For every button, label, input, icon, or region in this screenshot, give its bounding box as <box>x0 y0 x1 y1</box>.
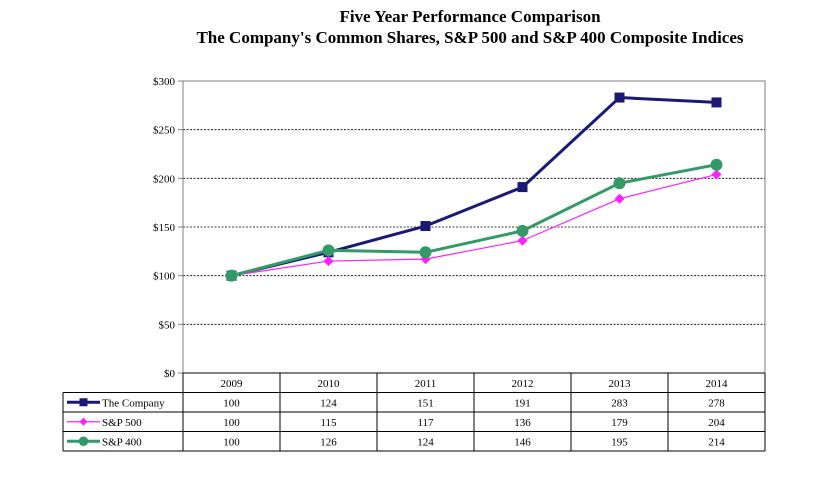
table-row-the-company: The Company 100 124 151 191 283 278 <box>67 397 725 409</box>
legend-marker-the-company <box>79 398 88 407</box>
data-point-the-company <box>420 221 431 232</box>
data-label: 151 <box>417 397 434 409</box>
legend-label: The Company <box>102 397 165 409</box>
data-point-sp-500 <box>711 169 722 180</box>
data-label: 283 <box>611 397 628 409</box>
legend-label: S&P 500 <box>102 417 142 429</box>
data-point-sp-400 <box>322 244 335 257</box>
data-point-sp-500 <box>517 235 528 246</box>
y-tick-label: $200 <box>153 173 176 185</box>
data-label: 100 <box>223 417 240 429</box>
legend-label: S&P 400 <box>102 436 142 448</box>
data-label: 100 <box>223 397 240 409</box>
x-tick-label: 2009 <box>221 378 244 390</box>
data-label: 124 <box>417 436 434 448</box>
table-row-sp-400: S&P 400 100 126 124 146 195 214 <box>67 436 725 448</box>
data-label: 195 <box>611 436 628 448</box>
data-point-sp-400 <box>225 269 238 282</box>
series-sp-500 <box>226 169 722 281</box>
data-point-sp-400 <box>516 224 529 237</box>
series-sp-400 <box>225 158 723 282</box>
series-line-sp-400 <box>231 163 717 278</box>
data-label: 146 <box>514 436 531 448</box>
y-axis: $0 $50 $100 $150 $200 $250 $300 <box>153 76 184 380</box>
data-point-sp-500 <box>614 193 625 204</box>
data-label: 278 <box>708 397 725 409</box>
data-label: 214 <box>708 436 725 448</box>
data-table: 2009 2010 2011 2012 2013 2014 The Company 100 12… <box>62 372 766 452</box>
data-label: 100 <box>223 436 240 448</box>
data-point-the-company <box>711 97 722 108</box>
series-line-sp-500 <box>231 173 717 277</box>
data-label: 117 <box>417 417 434 429</box>
data-point-sp-400 <box>419 246 432 259</box>
table-row-sp-500: S&P 500 100 115 117 136 179 204 <box>67 417 725 429</box>
legend-marker-sp-500 <box>79 417 88 426</box>
data-label: 179 <box>611 417 628 429</box>
x-tick-label: 2012 <box>512 378 534 390</box>
series-the-company <box>226 92 722 281</box>
x-tick-label: 2013 <box>609 378 632 390</box>
data-point-sp-500 <box>323 256 334 267</box>
series-line-the-company <box>231 96 717 278</box>
chart-title-block: Five Year Performance Comparison The Com… <box>0 6 825 48</box>
x-tick-label: 2014 <box>706 378 729 390</box>
y-tick-label: $150 <box>153 222 176 234</box>
legend-marker-sp-400 <box>78 436 89 447</box>
data-point-the-company <box>517 182 528 193</box>
data-label: 136 <box>514 417 531 429</box>
y-tick-label: $300 <box>153 76 176 88</box>
chart-subtitle: The Company's Common Shares, S&P 500 and… <box>196 28 744 47</box>
y-tick-label: $50 <box>159 319 176 331</box>
y-tick-label: $100 <box>153 271 176 283</box>
data-point-sp-400 <box>613 177 626 190</box>
x-tick-label: 2011 <box>415 378 437 390</box>
data-label: 124 <box>320 397 337 409</box>
y-tick-label: $0 <box>164 368 176 380</box>
data-point-the-company <box>614 92 625 103</box>
series-lines <box>225 92 723 282</box>
chart-title: Five Year Performance Comparison <box>339 7 601 26</box>
data-point-sp-400 <box>710 158 723 171</box>
data-label: 126 <box>320 436 337 448</box>
grid-lines <box>183 129 765 325</box>
data-label: 115 <box>320 417 337 429</box>
y-tick-label: $250 <box>153 125 176 137</box>
data-label: 204 <box>708 417 725 429</box>
data-label: 191 <box>514 397 531 409</box>
x-tick-label: 2010 <box>318 378 341 390</box>
